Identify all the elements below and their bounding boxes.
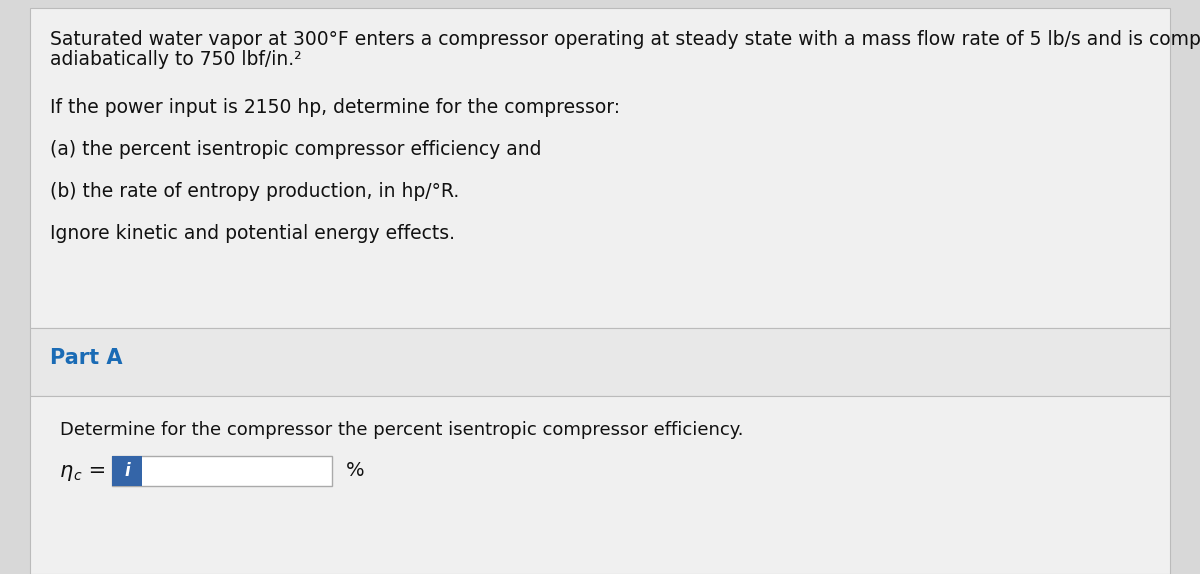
Text: =: = <box>82 461 107 481</box>
Text: Part A: Part A <box>50 348 122 368</box>
Bar <box>30 396 1170 574</box>
Text: adiabatically to 750 lbf/in.²: adiabatically to 750 lbf/in.² <box>50 50 301 69</box>
Text: i: i <box>124 462 130 480</box>
Bar <box>30 8 1170 328</box>
Text: Ignore kinetic and potential energy effects.: Ignore kinetic and potential energy effe… <box>50 224 455 243</box>
Text: (b) the rate of entropy production, in hp/°R.: (b) the rate of entropy production, in h… <box>50 182 460 201</box>
Text: c: c <box>73 469 80 483</box>
Bar <box>112 456 332 486</box>
Text: Determine for the compressor the percent isentropic compressor efficiency.: Determine for the compressor the percent… <box>60 421 744 439</box>
Text: If the power input is 2150 hp, determine for the compressor:: If the power input is 2150 hp, determine… <box>50 98 620 117</box>
Text: Saturated water vapor at 300°F enters a compressor operating at steady state wit: Saturated water vapor at 300°F enters a … <box>50 30 1200 49</box>
Bar <box>112 456 142 486</box>
Bar <box>30 328 1170 396</box>
Text: η: η <box>60 461 73 481</box>
Text: (a) the percent isentropic compressor efficiency and: (a) the percent isentropic compressor ef… <box>50 140 541 159</box>
Text: %: % <box>346 461 365 480</box>
